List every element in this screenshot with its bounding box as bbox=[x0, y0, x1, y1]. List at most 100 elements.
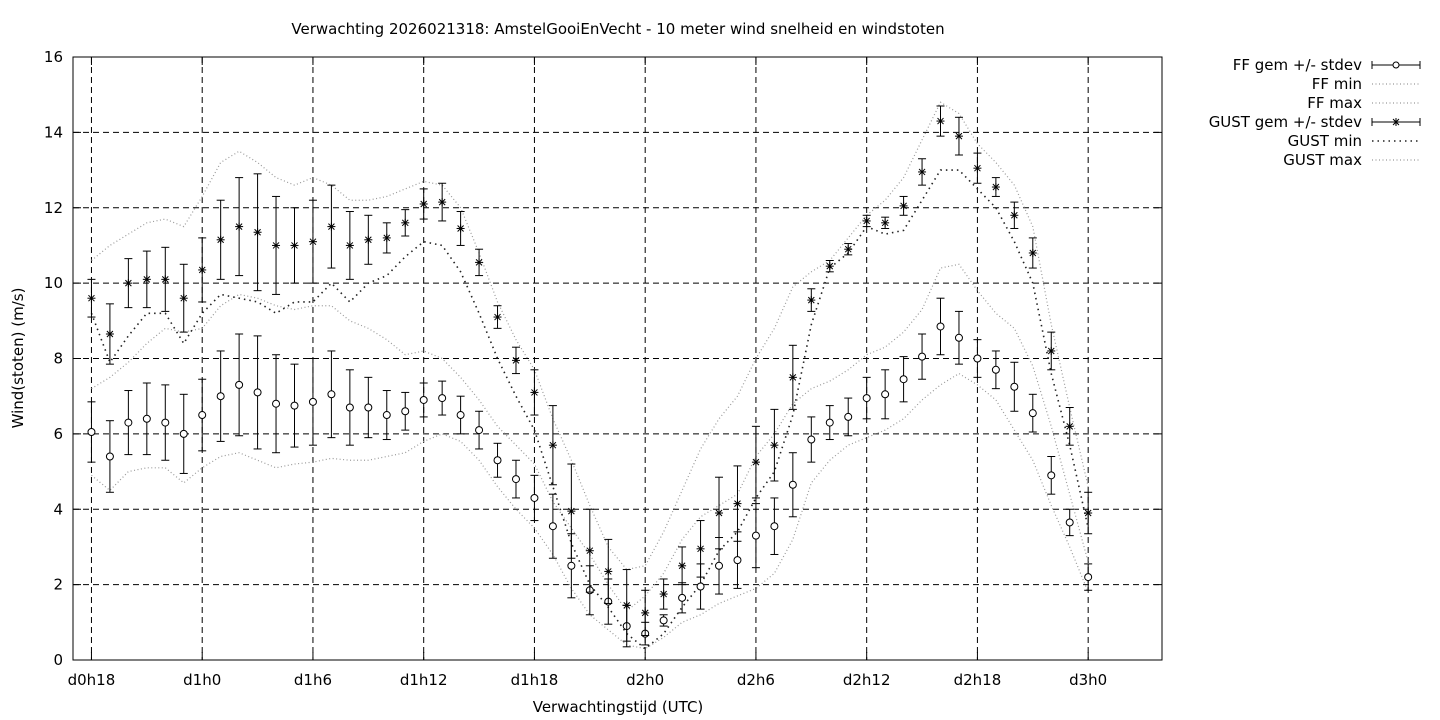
gust-errorbar bbox=[345, 211, 354, 280]
ff-errorbar bbox=[493, 442, 502, 478]
ff-errorbar bbox=[1010, 361, 1019, 412]
gust-errorbar bbox=[936, 105, 945, 137]
star-stroke bbox=[291, 242, 298, 249]
ff-mean-point bbox=[973, 354, 982, 363]
star-stroke bbox=[715, 509, 723, 517]
ff-errorbar bbox=[991, 350, 1000, 390]
ff-errorbar bbox=[825, 405, 834, 441]
ff-mean-point bbox=[899, 375, 908, 384]
ff-errorbar bbox=[105, 420, 114, 493]
y-tick-label: 2 bbox=[53, 576, 63, 594]
ff-errorbar bbox=[179, 393, 188, 474]
ff-errorbar bbox=[198, 378, 207, 452]
gust-mean-point bbox=[715, 509, 724, 518]
gust-errorbar bbox=[438, 182, 447, 222]
star-stroke bbox=[106, 330, 114, 338]
gust-mean-point bbox=[364, 235, 373, 244]
x-tick-label: d2h12 bbox=[843, 671, 891, 689]
legend-label: GUST min bbox=[1288, 132, 1362, 150]
gust-mean-point bbox=[936, 117, 945, 126]
ff-mean-point bbox=[954, 333, 963, 342]
legend-label: FF max bbox=[1307, 94, 1362, 112]
ff-errorbar bbox=[918, 333, 927, 380]
gust-errorbar bbox=[419, 188, 428, 220]
ff-mean-point bbox=[1084, 573, 1093, 582]
gust-errorbar bbox=[493, 305, 502, 329]
ff-errorbar bbox=[844, 397, 853, 437]
gust-errorbar bbox=[105, 303, 114, 365]
y-tick-label: 14 bbox=[44, 123, 63, 141]
ff-errorbar bbox=[1084, 563, 1093, 591]
gust-errorbar bbox=[991, 177, 1000, 197]
star-stroke bbox=[844, 245, 852, 253]
y-tick-label: 10 bbox=[44, 274, 63, 292]
y-tick-label: 8 bbox=[53, 350, 63, 368]
ff-errorbar bbox=[142, 382, 151, 456]
gust-mean-point bbox=[530, 388, 539, 397]
star-stroke bbox=[309, 238, 317, 246]
ff-mean-point bbox=[87, 427, 96, 436]
ff-mean-point bbox=[161, 418, 170, 427]
legend-entry: GUST min bbox=[1288, 132, 1420, 150]
series-line-gust-max bbox=[91, 101, 1089, 571]
ff-errorbar bbox=[327, 350, 336, 439]
gust-mean-point bbox=[751, 458, 760, 467]
gust-mean-point bbox=[475, 258, 484, 267]
gust-errorbar bbox=[327, 184, 336, 269]
star-stroke bbox=[1392, 118, 1400, 126]
ff-mean-point bbox=[475, 426, 484, 435]
chart-title: Verwachting 2026021318: AmstelGooiEnVech… bbox=[291, 20, 944, 38]
gust-mean-point bbox=[733, 499, 742, 508]
ff-errorbar bbox=[788, 452, 797, 518]
gust-errorbar bbox=[272, 195, 281, 295]
ff-errorbar bbox=[290, 363, 299, 448]
star-stroke bbox=[494, 313, 501, 321]
gust-errorbar bbox=[161, 246, 170, 312]
ff-errorbar bbox=[770, 497, 779, 555]
gust-errorbar bbox=[1065, 406, 1074, 446]
ff-errorbar bbox=[216, 350, 225, 442]
ff-errorbar bbox=[807, 416, 816, 463]
star-stroke bbox=[568, 507, 575, 515]
ff-errorbar bbox=[235, 333, 244, 437]
gust-errorbar bbox=[290, 207, 299, 284]
gust-mean-point bbox=[696, 544, 705, 553]
ff-mean-point bbox=[715, 561, 724, 570]
legend-label: GUST max bbox=[1283, 151, 1362, 169]
gust-mean-point bbox=[604, 567, 613, 576]
star-stroke bbox=[254, 228, 261, 236]
ff-mean-point bbox=[142, 414, 151, 423]
star-stroke bbox=[623, 601, 631, 609]
ff-mean-point bbox=[235, 380, 244, 389]
star-stroke bbox=[641, 609, 649, 617]
ff-mean-point bbox=[382, 411, 391, 420]
gust-errorbar bbox=[696, 520, 705, 578]
ff-mean-point bbox=[881, 390, 890, 399]
ff-mean-point bbox=[438, 394, 447, 403]
gust-mean-point bbox=[548, 441, 557, 450]
gust-errorbar bbox=[788, 344, 797, 410]
gust-errorbar bbox=[382, 222, 391, 254]
gust-mean-point bbox=[954, 132, 963, 141]
gust-mean-point bbox=[788, 373, 797, 382]
gust-errorbar bbox=[881, 216, 890, 229]
ff-mean-point bbox=[936, 322, 945, 331]
y-tick-label: 12 bbox=[44, 199, 63, 217]
ff-errorbar bbox=[161, 384, 170, 461]
star-stroke bbox=[401, 219, 409, 227]
star-stroke bbox=[955, 132, 963, 140]
ff-mean-point bbox=[1028, 409, 1037, 418]
star-stroke bbox=[549, 441, 557, 449]
gust-mean-point bbox=[807, 296, 816, 305]
ff-errorbar bbox=[511, 459, 520, 499]
gust-mean-point bbox=[235, 222, 244, 231]
ff-mean-point bbox=[844, 412, 853, 421]
gust-errorbar bbox=[253, 173, 262, 292]
star-stroke bbox=[697, 545, 704, 553]
gust-errorbar bbox=[475, 248, 484, 277]
star-stroke bbox=[604, 568, 612, 575]
y-axis-label: Wind(stoten) (m/s) bbox=[9, 288, 27, 429]
ff-errorbar bbox=[438, 380, 447, 416]
gust-mean-point bbox=[991, 183, 1000, 192]
